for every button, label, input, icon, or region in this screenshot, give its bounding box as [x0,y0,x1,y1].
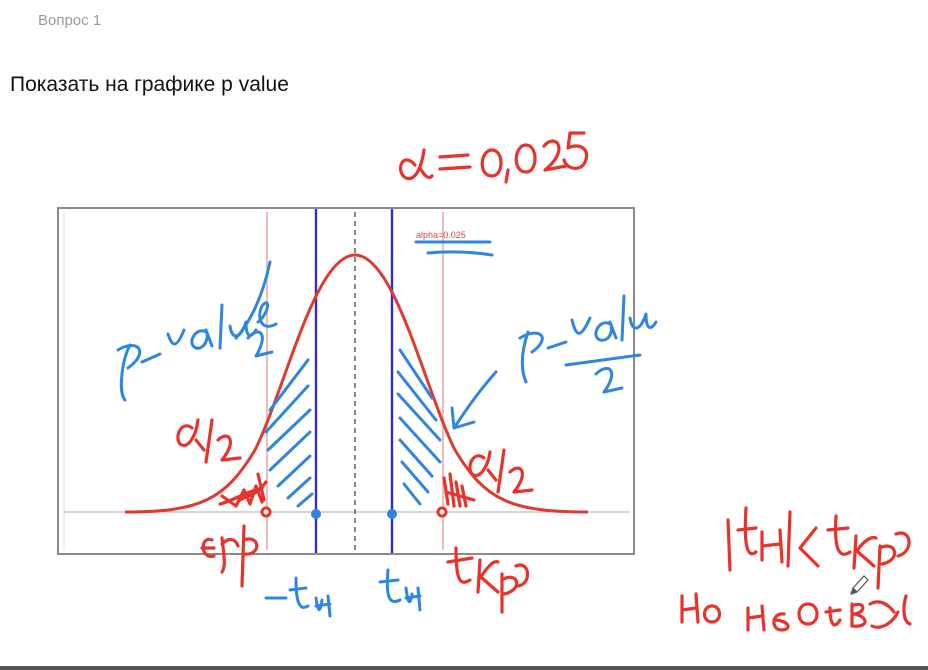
handwritten-inequality [726,506,911,590]
hatching-left-p-value [264,358,314,508]
critical-point-left [260,506,272,518]
pencil-icon [850,575,869,595]
arrow-to-right-tail [450,370,498,430]
legend-underline [414,240,494,257]
handwritten-alpha-value [398,131,589,184]
question-prompt: Показать на графике p value [10,73,289,96]
legend-alpha: alpha=0.025 [416,230,466,240]
handwritten-t-crit-left [200,524,259,588]
t-point-left [311,509,321,519]
handwritten-conclusion [680,592,912,632]
handwritten-alpha-half-right [468,448,534,494]
hatching-right-alpha-tail [442,472,476,508]
handwritten-p-value-half-left [116,260,278,402]
question-number: Вопрос 1 [38,12,102,29]
handwritten-t-crit-right [446,546,530,614]
bottom-border [0,666,928,670]
handwritten-minus-t-left [264,576,332,618]
hatching-left-alpha-tail [218,472,268,508]
handwritten-t-right [378,568,422,612]
t-point-right [387,509,397,519]
handwritten-p-value-half-right [518,294,658,394]
handwritten-alpha-half-left [176,418,242,464]
normal-curve [124,253,589,514]
critical-point-right [436,506,448,518]
hatching-right-p-value [396,348,442,506]
plot-frame [57,207,635,555]
